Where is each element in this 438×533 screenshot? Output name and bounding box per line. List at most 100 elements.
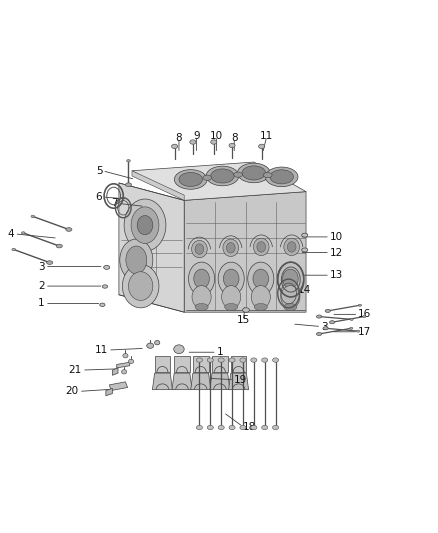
Text: 15: 15 (237, 316, 250, 326)
Ellipse shape (206, 166, 239, 186)
Ellipse shape (66, 228, 72, 231)
Ellipse shape (357, 330, 360, 332)
Polygon shape (174, 356, 190, 372)
Ellipse shape (21, 232, 25, 234)
Ellipse shape (102, 285, 108, 288)
Ellipse shape (126, 246, 147, 274)
Ellipse shape (211, 169, 234, 183)
Ellipse shape (121, 370, 127, 374)
Ellipse shape (284, 303, 297, 310)
Ellipse shape (125, 183, 131, 187)
Text: 21: 21 (69, 365, 82, 375)
Text: 8: 8 (231, 133, 237, 143)
Text: 14: 14 (297, 286, 311, 295)
Ellipse shape (179, 172, 202, 187)
Ellipse shape (120, 239, 153, 281)
Ellipse shape (257, 241, 265, 252)
Ellipse shape (137, 215, 153, 235)
Ellipse shape (277, 262, 304, 295)
Ellipse shape (174, 169, 207, 189)
Ellipse shape (363, 316, 366, 318)
Ellipse shape (265, 167, 298, 187)
Ellipse shape (253, 269, 268, 288)
Ellipse shape (229, 425, 235, 430)
Ellipse shape (253, 238, 269, 256)
Text: 5: 5 (96, 166, 102, 176)
Ellipse shape (229, 143, 235, 148)
Ellipse shape (225, 303, 238, 310)
Ellipse shape (242, 166, 265, 180)
Ellipse shape (261, 425, 268, 430)
Polygon shape (191, 373, 211, 390)
Polygon shape (106, 389, 113, 396)
Text: 17: 17 (358, 327, 371, 337)
Ellipse shape (270, 170, 293, 184)
Polygon shape (212, 356, 228, 372)
Ellipse shape (302, 233, 308, 237)
Polygon shape (152, 373, 173, 390)
Ellipse shape (234, 172, 243, 177)
Ellipse shape (272, 425, 279, 430)
Text: 1: 1 (38, 298, 45, 309)
Polygon shape (193, 356, 208, 372)
Ellipse shape (194, 269, 209, 288)
Ellipse shape (218, 358, 224, 362)
Polygon shape (184, 192, 306, 312)
Polygon shape (210, 373, 230, 390)
Ellipse shape (358, 304, 361, 306)
Ellipse shape (329, 321, 335, 324)
Polygon shape (119, 183, 184, 312)
Polygon shape (155, 356, 170, 372)
Text: 10: 10 (210, 131, 223, 141)
Ellipse shape (350, 318, 353, 320)
Ellipse shape (47, 261, 53, 264)
Ellipse shape (195, 244, 204, 254)
Text: 11: 11 (260, 131, 273, 141)
Ellipse shape (190, 140, 196, 144)
Ellipse shape (203, 175, 212, 180)
Ellipse shape (263, 173, 272, 177)
Ellipse shape (104, 265, 110, 269)
Ellipse shape (155, 341, 160, 345)
Ellipse shape (261, 358, 268, 362)
Ellipse shape (281, 286, 300, 308)
Text: 2: 2 (38, 281, 45, 291)
Text: 19: 19 (234, 375, 247, 385)
Text: 3: 3 (38, 262, 45, 271)
Ellipse shape (251, 286, 270, 308)
Polygon shape (229, 373, 249, 390)
Ellipse shape (251, 425, 257, 430)
Ellipse shape (12, 248, 15, 251)
Text: 1: 1 (217, 347, 223, 357)
Ellipse shape (317, 315, 322, 318)
Ellipse shape (302, 248, 308, 252)
Text: 20: 20 (66, 386, 79, 397)
Ellipse shape (283, 269, 298, 288)
Ellipse shape (222, 286, 241, 308)
Ellipse shape (248, 262, 274, 295)
Ellipse shape (174, 345, 184, 353)
Ellipse shape (195, 303, 208, 310)
Ellipse shape (350, 327, 353, 329)
Text: 18: 18 (243, 422, 256, 432)
Polygon shape (132, 171, 184, 200)
Ellipse shape (325, 309, 330, 312)
Ellipse shape (122, 264, 159, 308)
Text: 11: 11 (95, 345, 108, 355)
Ellipse shape (317, 333, 322, 336)
Polygon shape (113, 368, 118, 375)
Ellipse shape (323, 327, 328, 330)
Ellipse shape (100, 303, 105, 306)
Text: 9: 9 (193, 131, 200, 141)
Ellipse shape (127, 159, 130, 162)
Text: 4: 4 (8, 229, 14, 239)
Ellipse shape (207, 358, 213, 362)
Ellipse shape (243, 308, 250, 312)
Ellipse shape (124, 199, 166, 251)
Ellipse shape (207, 425, 213, 430)
Text: 7: 7 (111, 198, 118, 208)
Ellipse shape (240, 425, 246, 430)
Ellipse shape (284, 238, 300, 256)
Ellipse shape (272, 358, 279, 362)
Ellipse shape (188, 262, 215, 295)
